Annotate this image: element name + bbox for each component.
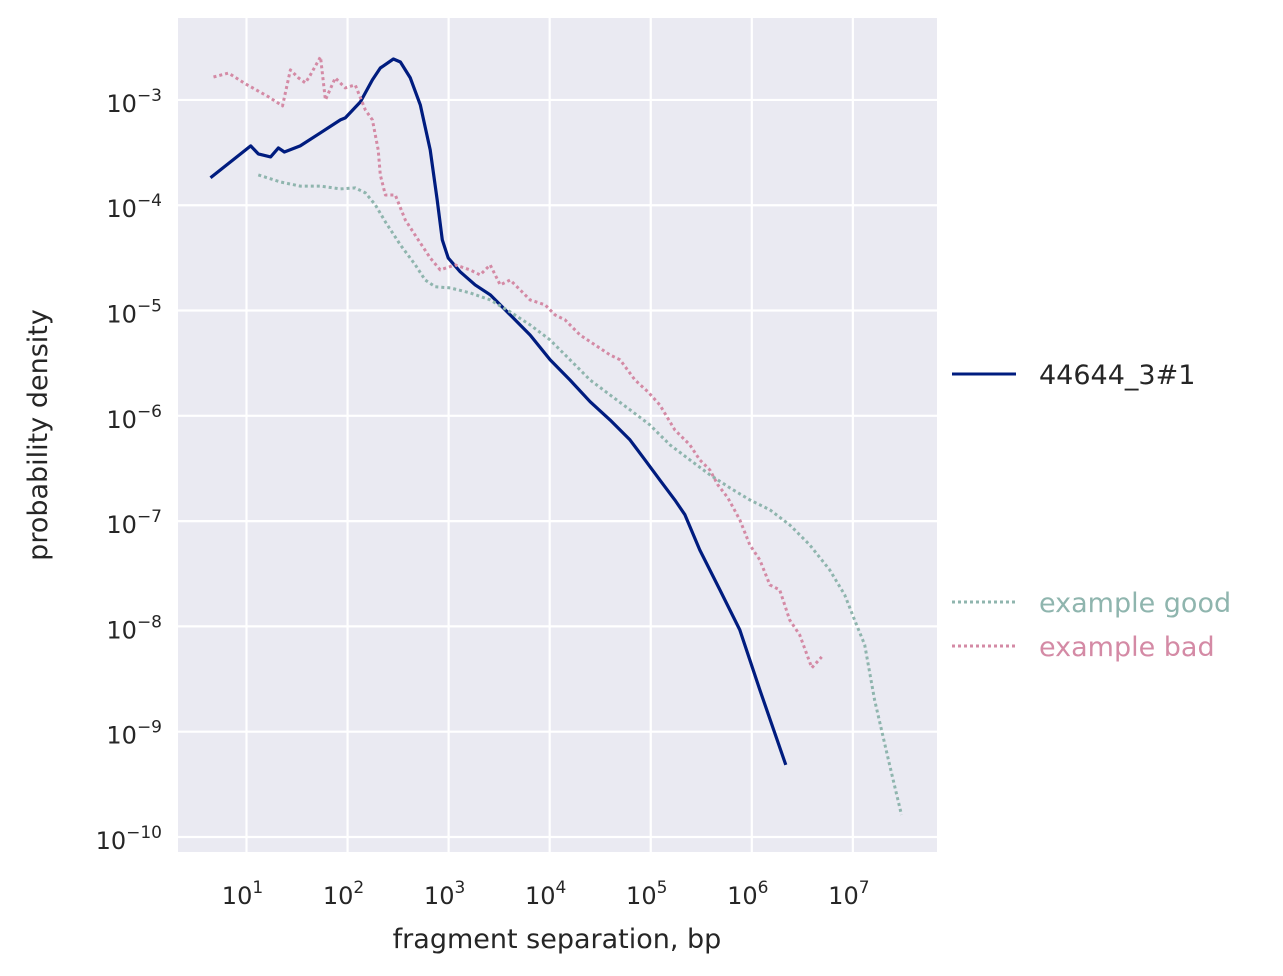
legend-label: example good <box>1039 588 1231 619</box>
x-tick-label: 106 <box>727 878 768 910</box>
x-tick-label: 103 <box>424 878 465 910</box>
legend-label: 44644_3#1 <box>1039 360 1195 391</box>
x-tick-label: 101 <box>222 878 263 910</box>
y-tick-label: 10−6 <box>106 402 162 434</box>
y-tick-label: 10−3 <box>106 86 162 118</box>
y-tick-label: 10−8 <box>106 612 162 644</box>
y-tick-label: 10−9 <box>106 718 162 750</box>
y-tick-label: 10−5 <box>106 297 162 329</box>
x-axis-label: fragment separation, bp <box>393 924 722 955</box>
x-tick-label: 104 <box>525 878 566 910</box>
legend-label: example bad <box>1039 632 1215 663</box>
y-axis-label: probability density <box>23 309 54 561</box>
series-lines <box>209 55 903 816</box>
series-line-0 <box>209 57 788 766</box>
y-tick-label: 10−4 <box>106 191 162 223</box>
x-tick-label: 102 <box>323 878 364 910</box>
y-tick-label: 10−10 <box>96 823 162 855</box>
x-tick-label: 105 <box>626 878 667 910</box>
y-tick-labels: 10−3 10−4 10−5 10−6 10−7 10−8 10−9 10−10 <box>96 86 162 855</box>
grid <box>178 18 937 852</box>
x-tick-labels: 101 102 103 104 105 106 107 <box>222 878 870 910</box>
series-line-1 <box>257 173 903 816</box>
plot-background <box>178 18 937 852</box>
x-tick-label: 107 <box>828 878 869 910</box>
y-tick-label: 10−7 <box>106 507 162 539</box>
